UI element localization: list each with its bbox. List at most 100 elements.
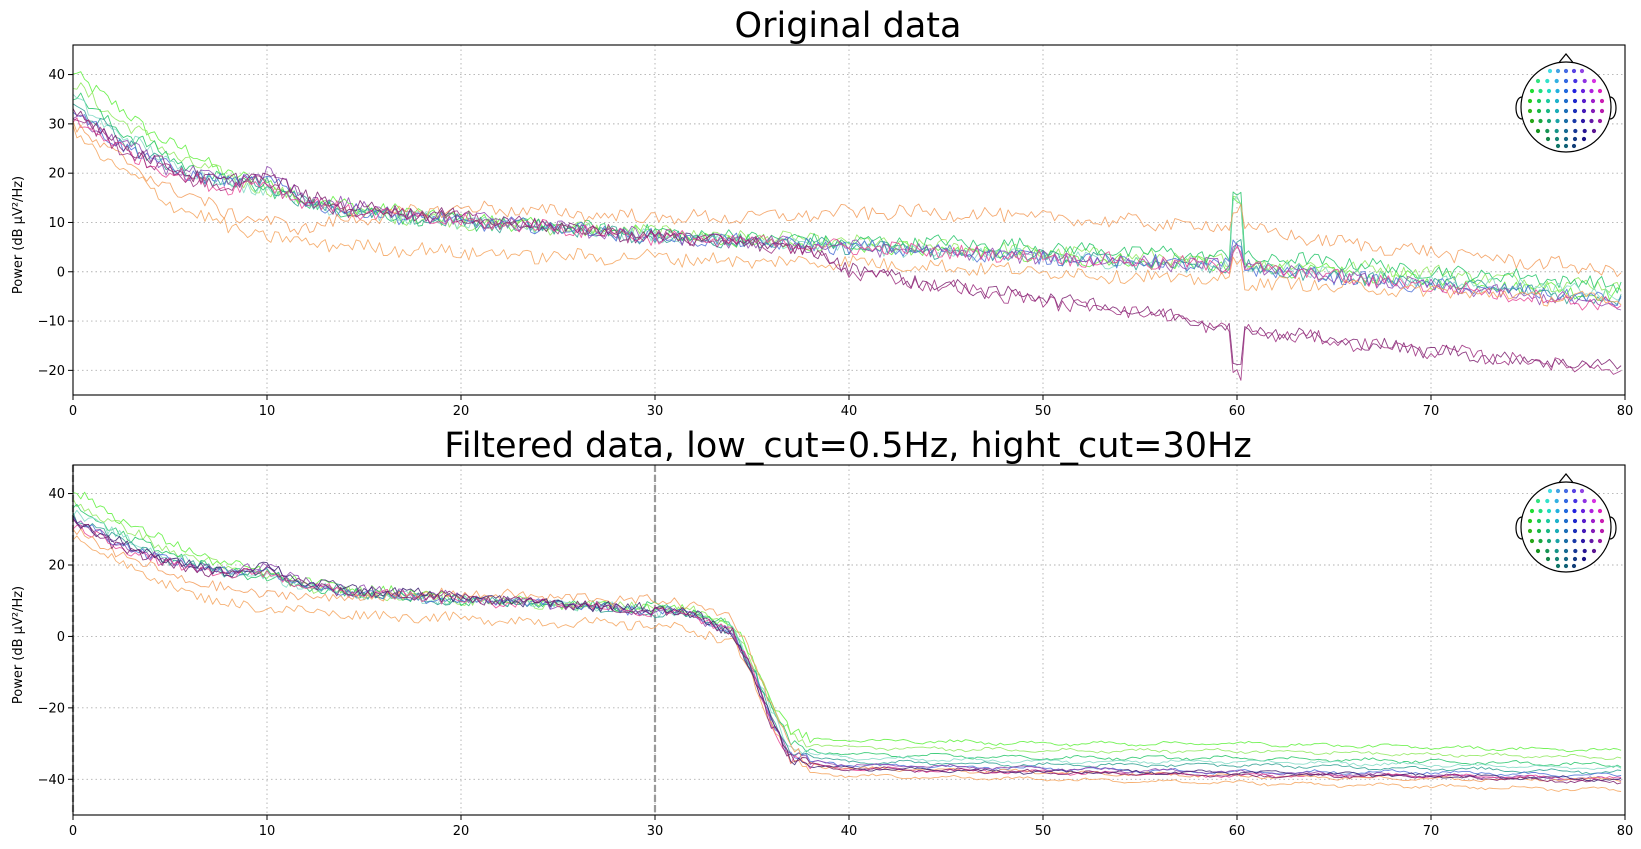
sensor-dot <box>1527 108 1533 114</box>
sensor-dot <box>1599 108 1605 114</box>
psd-trace <box>73 528 1622 783</box>
head-nose <box>1556 473 1576 486</box>
x-tick-label: 80 <box>1617 824 1634 839</box>
sensor-dot <box>1554 548 1559 554</box>
sensor-dot <box>1545 518 1551 524</box>
sensor-dot <box>1538 88 1543 94</box>
sensor-dot <box>1527 528 1533 534</box>
sensor-dot <box>1590 518 1596 524</box>
sensor-dot <box>1563 548 1569 554</box>
sensor-dot <box>1554 78 1559 84</box>
psd-trace <box>73 117 1622 311</box>
sensor-dot <box>1529 508 1535 514</box>
head-ear-left <box>1515 516 1523 540</box>
sensor-dot <box>1563 78 1569 84</box>
x-tick-label: 70 <box>1423 824 1440 839</box>
sensor-dot <box>1572 508 1577 514</box>
sensor-dot <box>1589 88 1594 94</box>
sensor-dot <box>1590 98 1596 104</box>
y-tick-label: 0 <box>57 265 65 280</box>
sensor-dot <box>1536 98 1542 104</box>
sensor-dot <box>1599 528 1605 534</box>
sensor-dot <box>1536 528 1542 534</box>
x-tick-label: 30 <box>647 824 664 839</box>
sensor-dot <box>1597 538 1603 544</box>
sensor-dot <box>1555 68 1561 74</box>
sensor-dot <box>1590 108 1596 114</box>
x-tick-label: 20 <box>453 404 470 419</box>
x-tick-label: 40 <box>841 824 858 839</box>
sensor-dot <box>1599 98 1605 104</box>
sensor-dot <box>1580 508 1586 514</box>
sensor-dot <box>1579 68 1585 74</box>
sensor-dot <box>1591 548 1597 554</box>
sensor-dot <box>1581 98 1587 104</box>
sensor-dot <box>1545 128 1550 134</box>
psd-trace <box>73 108 1622 370</box>
sensor-dot <box>1571 143 1577 149</box>
sensor-dot <box>1563 556 1569 562</box>
sensor-dot <box>1563 538 1569 544</box>
sensor-dot <box>1571 68 1577 74</box>
series-traces <box>73 71 1622 381</box>
head-nose <box>1556 53 1576 66</box>
sensor-dot <box>1572 538 1577 544</box>
sensor-dot <box>1571 488 1577 494</box>
y-tick-label: 10 <box>48 216 65 231</box>
sensor-dot <box>1535 128 1541 134</box>
sensor-dot <box>1572 118 1577 124</box>
sensor-dot <box>1555 538 1560 544</box>
sensor-dot <box>1563 528 1569 534</box>
sensor-dot <box>1573 548 1578 554</box>
sensor-dot <box>1572 98 1578 104</box>
sensor-dot <box>1555 488 1561 494</box>
sensor-dot <box>1581 108 1587 114</box>
sensor-dot <box>1535 498 1541 504</box>
sensor-dot <box>1589 118 1594 124</box>
y-tick-label: 0 <box>57 630 65 645</box>
sensor-dot <box>1563 128 1569 134</box>
sensor-dot <box>1529 118 1535 124</box>
sensor-dot <box>1581 528 1587 534</box>
sensor-dot <box>1546 538 1552 544</box>
y-tick-label: −40 <box>38 773 65 788</box>
sensor-head-map <box>1515 473 1617 573</box>
sensor-dot <box>1545 136 1551 142</box>
x-tick-label: 50 <box>1035 824 1052 839</box>
sensor-dot <box>1554 136 1560 142</box>
sensor-dot <box>1554 556 1560 562</box>
head-ear-right <box>1609 96 1617 120</box>
sensor-dot <box>1545 108 1551 114</box>
psd-trace <box>73 518 1622 785</box>
sensor-dot <box>1597 88 1603 94</box>
y-axis-label: Power (dB µV²/Hz) <box>11 586 26 704</box>
sensor-dot <box>1597 508 1603 514</box>
psd-trace <box>73 114 1622 311</box>
sensor-dot <box>1555 508 1560 514</box>
head-outline <box>1520 481 1612 573</box>
y-tick-label: −10 <box>38 315 65 330</box>
sensor-dot <box>1535 78 1541 84</box>
x-tick-label: 80 <box>1617 404 1634 419</box>
y-tick-label: 20 <box>48 167 65 182</box>
sensor-dot <box>1563 488 1569 494</box>
sensor-dot <box>1563 518 1569 524</box>
sensor-dot <box>1572 556 1578 562</box>
sensor-dot <box>1580 88 1586 94</box>
sensor-dot <box>1546 508 1552 514</box>
sensor-dot <box>1545 548 1550 554</box>
sensor-dot <box>1547 68 1553 74</box>
chart-title: Filtered data, low_cut=0.5Hz, hight_cut=… <box>444 426 1251 466</box>
axis-ticks: 0 10 20 30 40 50 60 70 80 −20 −10 0 10 20 30 40 <box>38 68 1634 419</box>
sensor-dot <box>1563 108 1569 114</box>
sensor-dot <box>1563 136 1569 142</box>
sensor-dot <box>1580 538 1586 544</box>
sensor-dot <box>1582 498 1587 504</box>
psd-trace <box>73 118 1622 381</box>
sensor-dot <box>1538 538 1543 544</box>
head-ear-right <box>1609 516 1617 540</box>
axis-ticks: 0 10 20 30 40 50 60 70 80 −40 −20 0 20 40 <box>38 487 1634 839</box>
sensor-dot <box>1573 128 1578 134</box>
sensor-dot <box>1573 498 1578 504</box>
